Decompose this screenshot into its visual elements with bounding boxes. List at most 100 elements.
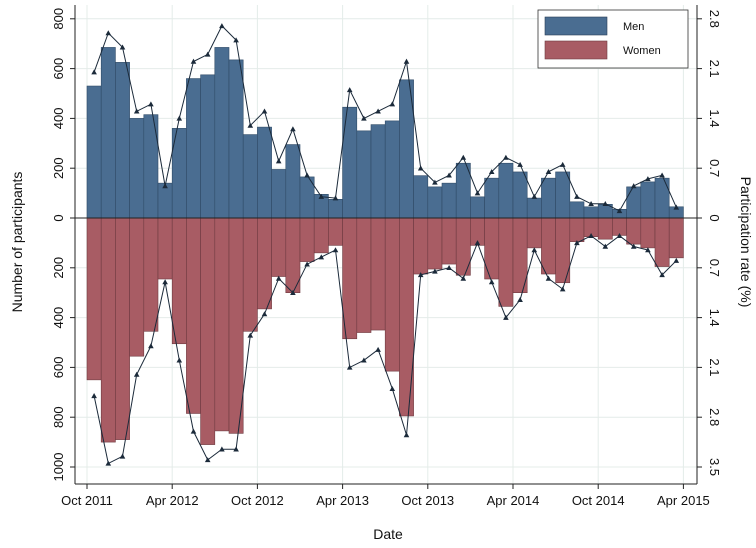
rate-point-men-1 bbox=[105, 30, 112, 36]
bar-women-13 bbox=[271, 217, 287, 277]
bar-women-10 bbox=[228, 217, 244, 434]
rate-point-men-10 bbox=[233, 37, 239, 43]
rate-line-women bbox=[93, 235, 677, 465]
rate-point-men-29 bbox=[503, 154, 509, 160]
rate-point-women-3 bbox=[133, 371, 140, 377]
bar-men-38 bbox=[626, 186, 642, 219]
bar-women-15 bbox=[299, 217, 315, 262]
rate-point-men-32 bbox=[545, 168, 552, 174]
rate-point-men-6 bbox=[176, 115, 183, 121]
rate-point-men-15 bbox=[304, 172, 310, 178]
bar-men-18 bbox=[342, 106, 358, 219]
rate-point-women-6 bbox=[176, 357, 183, 363]
rate-point-men-37 bbox=[616, 208, 623, 214]
rate-point-women-41 bbox=[673, 257, 680, 263]
rate-point-men-40 bbox=[659, 172, 665, 178]
rate-point-women-18 bbox=[346, 364, 353, 370]
rate-point-men-33 bbox=[559, 161, 566, 167]
bar-women-22 bbox=[399, 217, 414, 417]
bar-men-30 bbox=[512, 171, 528, 219]
rate-point-women-20 bbox=[375, 346, 381, 352]
x-tick-label-7: Apr 2015 bbox=[657, 493, 710, 508]
rate-point-men-7 bbox=[190, 58, 197, 64]
x-tick-label-2: Oct 2012 bbox=[231, 493, 284, 508]
rate-point-men-35 bbox=[588, 200, 594, 207]
bar-men-14 bbox=[285, 144, 301, 219]
rate-point-men-41 bbox=[673, 204, 680, 210]
bar-women-25 bbox=[441, 217, 457, 265]
bar-women-0 bbox=[86, 217, 102, 381]
rate-point-men-22 bbox=[403, 58, 410, 64]
rate-point-women-12 bbox=[261, 311, 268, 317]
x-axis-title: Date bbox=[373, 526, 403, 542]
bar-women-4 bbox=[143, 217, 159, 332]
y-tick-label-2: 400 bbox=[51, 108, 66, 130]
y-axis-title: Number of participants bbox=[9, 172, 25, 313]
rate-point-women-0 bbox=[91, 393, 97, 399]
bar-men-21 bbox=[384, 120, 400, 219]
rate-line-men bbox=[93, 25, 677, 212]
bar-men-8 bbox=[200, 74, 216, 219]
rate-point-women-5 bbox=[162, 279, 168, 285]
rate-point-men-2 bbox=[119, 44, 126, 50]
bar-men-28 bbox=[484, 177, 500, 219]
bar-men-7 bbox=[186, 78, 201, 219]
rate-point-women-26 bbox=[460, 275, 467, 281]
bar-men-3 bbox=[129, 118, 145, 219]
rate-point-men-31 bbox=[531, 193, 538, 199]
rate-point-men-21 bbox=[389, 101, 396, 107]
bar-men-39 bbox=[640, 181, 656, 219]
bar-women-8 bbox=[200, 217, 216, 445]
bar-women-32 bbox=[541, 217, 556, 275]
bar-women-40 bbox=[654, 217, 670, 267]
x-tick-label-1: Apr 2012 bbox=[146, 493, 199, 508]
y-tick-label-0: 800 bbox=[51, 8, 66, 30]
rate-point-women-23 bbox=[417, 272, 424, 278]
rate-point-women-40 bbox=[659, 272, 665, 278]
bar-women-16 bbox=[313, 217, 329, 254]
legend-label-women: Women bbox=[623, 45, 661, 57]
bar-women-23 bbox=[413, 217, 429, 275]
rate-point-men-18 bbox=[346, 87, 353, 93]
axes bbox=[70, 5, 702, 489]
rate-point-women-13 bbox=[275, 275, 282, 281]
rate-point-women-21 bbox=[389, 385, 396, 391]
y2-tick-label-7: 2.1 bbox=[707, 358, 722, 376]
rate-point-women-19 bbox=[361, 357, 367, 363]
bar-women-6 bbox=[171, 217, 187, 345]
x-tick-label-0: Oct 2011 bbox=[61, 493, 113, 508]
bar-men-9 bbox=[214, 47, 230, 219]
rate-point-women-32 bbox=[545, 275, 552, 281]
rate-point-men-12 bbox=[261, 108, 268, 114]
bar-men-0 bbox=[86, 85, 102, 219]
rate-lines bbox=[91, 23, 680, 466]
rate-point-men-38 bbox=[630, 183, 637, 189]
bar-men-12 bbox=[257, 126, 272, 219]
rate-point-women-22 bbox=[403, 432, 410, 438]
rate-point-men-23 bbox=[417, 165, 424, 171]
rate-point-men-0 bbox=[91, 69, 97, 75]
y-tick-label-1: 600 bbox=[51, 58, 66, 80]
bar-women-17 bbox=[328, 217, 343, 246]
y2-tick-label-6: 1.4 bbox=[707, 309, 722, 327]
rate-point-women-9 bbox=[219, 446, 225, 452]
bar-men-40 bbox=[654, 177, 670, 219]
rate-point-men-26 bbox=[460, 154, 467, 160]
y2-tick-label-3: 0.7 bbox=[707, 159, 722, 177]
bar-men-5 bbox=[157, 182, 173, 219]
y-tick-label-3: 200 bbox=[51, 157, 66, 179]
rate-point-women-24 bbox=[432, 268, 438, 274]
rate-point-women-35 bbox=[588, 232, 594, 239]
x-tick-label-5: Apr 2014 bbox=[487, 493, 540, 508]
legend: Men Women bbox=[537, 9, 689, 69]
rate-point-women-1 bbox=[105, 460, 112, 466]
rate-point-men-11 bbox=[247, 122, 254, 128]
bar-women-12 bbox=[257, 217, 272, 310]
bar-women-14 bbox=[285, 217, 301, 293]
bar-women-41 bbox=[668, 217, 684, 259]
bar-women-29 bbox=[498, 217, 514, 307]
rate-point-men-27 bbox=[474, 190, 481, 196]
bar-women-1 bbox=[100, 217, 116, 443]
y2-axis-title: Participation rate (%) bbox=[738, 177, 754, 308]
